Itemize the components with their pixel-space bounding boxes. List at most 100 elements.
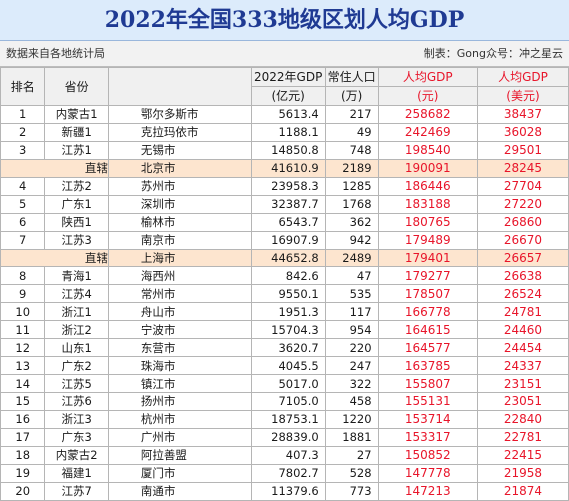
gdp-cell: 28839.0 — [250, 427, 326, 447]
table-row[interactable]: 13 广东2 珠海市 4045.5 247 163785 24337 — [0, 356, 569, 376]
per-capita-usd-cell: 23051 — [476, 392, 569, 411]
population-cell: 220 — [324, 338, 379, 358]
per-capita-rmb-cell: 147213 — [377, 481, 478, 501]
gdp-cell: 4045.5 — [250, 356, 326, 376]
gdp-cell: 407.3 — [250, 445, 326, 465]
header-gdp[interactable]: 2022年GDP — [250, 67, 326, 87]
header-province[interactable]: 省份 — [44, 67, 109, 106]
gdp-cell: 842.6 — [250, 266, 326, 286]
per-capita-rmb-cell: 242469 — [377, 122, 478, 142]
table-row[interactable]: 4 江苏2 苏州市 23958.3 1285 186446 27704 — [0, 176, 569, 196]
table-row[interactable]: 17 广东3 广州市 28839.0 1881 153317 22781 — [0, 427, 569, 447]
gdp-cell: 3620.7 — [250, 338, 326, 358]
population-cell: 458 — [324, 392, 379, 411]
per-capita-rmb-cell: 183188 — [377, 194, 478, 214]
source-text: 数据来自各地统计局 — [6, 47, 105, 60]
per-capita-usd-cell: 27220 — [476, 194, 569, 214]
population-cell: 217 — [324, 105, 379, 124]
gdp-cell: 23958.3 — [250, 176, 326, 196]
province-cell: 内蒙古1 — [44, 105, 109, 124]
population-cell: 954 — [324, 320, 379, 340]
rank-cell: 9 — [0, 284, 46, 304]
per-capita-usd-cell: 24781 — [476, 302, 569, 322]
population-cell: 773 — [324, 481, 379, 501]
per-capita-rmb-cell: 164577 — [377, 338, 478, 358]
table-row[interactable]: 10 浙江1 舟山市 1951.3 117 166778 24781 — [0, 302, 569, 322]
table-row[interactable]: 19 福建1 厦门市 7802.7 528 147778 21958 — [0, 463, 569, 483]
header-rank[interactable]: 排名 — [0, 67, 46, 106]
per-capita-rmb-cell: 258682 — [377, 105, 478, 124]
header-row-1: 排名 省份 2022年GDP 常住人口 人均GDP 人均GDP — [0, 67, 569, 106]
rank-cell: 6 — [0, 212, 46, 232]
gdp-cell: 18753.1 — [250, 409, 326, 429]
gdp-cell: 15704.3 — [250, 320, 326, 340]
rank-cell: 18 — [0, 445, 46, 465]
province-cell: 江苏7 — [44, 481, 109, 501]
per-capita-rmb-cell: 198540 — [377, 140, 478, 160]
table-row[interactable]: 14 江苏5 镇江市 5017.0 322 155807 23151 — [0, 374, 569, 393]
table-row[interactable]: 2 新疆1 克拉玛依市 1188.1 49 242469 36028 — [0, 122, 569, 142]
rank-cell: 2 — [0, 122, 46, 142]
header-row-2: (亿元) (万) (元) (美元) — [1, 86, 569, 106]
per-capita-rmb-cell: 164615 — [377, 320, 478, 340]
city-cell: 鄂尔多斯市 — [107, 105, 252, 124]
table-row[interactable]: 9 江苏4 常州市 9550.1 535 178507 26524 — [0, 284, 569, 304]
table-row[interactable]: 8 青海1 海西州 842.6 47 179277 26638 — [0, 266, 569, 286]
city-cell: 北京市 — [107, 158, 252, 178]
city-cell: 苏州市 — [107, 176, 252, 196]
per-capita-usd-cell: 26657 — [476, 248, 569, 268]
table-row[interactable]: 6 陕西1 榆林市 6543.7 362 180765 26860 — [0, 212, 569, 232]
table-row[interactable]: 18 内蒙古2 阿拉善盟 407.3 27 150852 22415 — [0, 445, 569, 465]
per-capita-usd-cell: 22415 — [476, 445, 569, 465]
rank-cell: 直辖 — [0, 248, 109, 268]
province-cell: 浙江2 — [44, 320, 109, 340]
per-capita-rmb-cell: 178507 — [377, 284, 478, 304]
per-capita-rmb-cell: 163785 — [377, 356, 478, 376]
header-population[interactable]: 常住人口 — [324, 67, 379, 87]
province-cell: 江苏6 — [44, 392, 109, 411]
province-cell: 江苏5 — [44, 374, 109, 393]
per-capita-rmb-cell: 150852 — [377, 445, 478, 465]
per-capita-rmb-cell: 179277 — [377, 266, 478, 286]
rank-cell: 20 — [0, 481, 46, 501]
table-row[interactable]: 15 江苏6 扬州市 7105.0 458 155131 23051 — [0, 392, 569, 411]
province-cell: 山东1 — [44, 338, 109, 358]
header-population-unit: (万) — [324, 86, 379, 106]
table-row[interactable]: 12 山东1 东营市 3620.7 220 164577 24454 — [0, 338, 569, 358]
table-row[interactable]: 11 浙江2 宁波市 15704.3 954 164615 24460 — [0, 320, 569, 340]
rank-cell: 12 — [0, 338, 46, 358]
population-cell: 322 — [324, 374, 379, 393]
province-cell: 广东2 — [44, 356, 109, 376]
table-row[interactable]: 1 内蒙古1 鄂尔多斯市 5613.4 217 258682 38437 — [0, 105, 569, 124]
table-row[interactable]: 16 浙江3 杭州市 18753.1 1220 153714 22840 — [0, 409, 569, 429]
header-per-capita-usd[interactable]: 人均GDP — [476, 67, 569, 87]
per-capita-usd-cell: 24460 — [476, 320, 569, 340]
table-row[interactable]: 直辖 北京市 41610.9 2189 190091 28245 — [0, 158, 569, 178]
rank-cell: 14 — [0, 374, 46, 393]
per-capita-usd-cell: 26860 — [476, 212, 569, 232]
per-capita-rmb-cell: 147778 — [377, 463, 478, 483]
population-cell: 27 — [324, 445, 379, 465]
per-capita-usd-cell: 26524 — [476, 284, 569, 304]
city-cell: 阿拉善盟 — [107, 445, 252, 465]
rank-cell: 10 — [0, 302, 46, 322]
city-cell: 镇江市 — [107, 374, 252, 393]
table-row[interactable]: 5 广东1 深圳市 32387.7 1768 183188 27220 — [0, 194, 569, 214]
header-usd-unit: (美元) — [476, 86, 569, 106]
table-row[interactable]: 20 江苏7 南通市 11379.6 773 147213 21874 — [0, 481, 569, 501]
table-row[interactable]: 直辖 上海市 44652.8 2489 179401 26657 — [0, 248, 569, 268]
province-cell: 陕西1 — [44, 212, 109, 232]
table-row[interactable]: 7 江苏3 南京市 16907.9 942 179489 26670 — [0, 230, 569, 250]
per-capita-usd-cell: 26670 — [476, 230, 569, 250]
per-capita-rmb-cell: 155807 — [377, 374, 478, 393]
per-capita-rmb-cell: 153714 — [377, 409, 478, 429]
city-cell: 扬州市 — [107, 392, 252, 411]
city-cell: 南通市 — [107, 481, 252, 501]
rank-cell: 8 — [0, 266, 46, 286]
header-per-capita-rmb[interactable]: 人均GDP — [377, 67, 478, 87]
city-cell: 无锡市 — [107, 140, 252, 160]
gdp-cell: 11379.6 — [250, 481, 326, 501]
table-row[interactable]: 3 江苏1 无锡市 14850.8 748 198540 29501 — [0, 140, 569, 160]
per-capita-usd-cell: 22781 — [476, 427, 569, 447]
rank-cell: 直辖 — [0, 158, 109, 178]
